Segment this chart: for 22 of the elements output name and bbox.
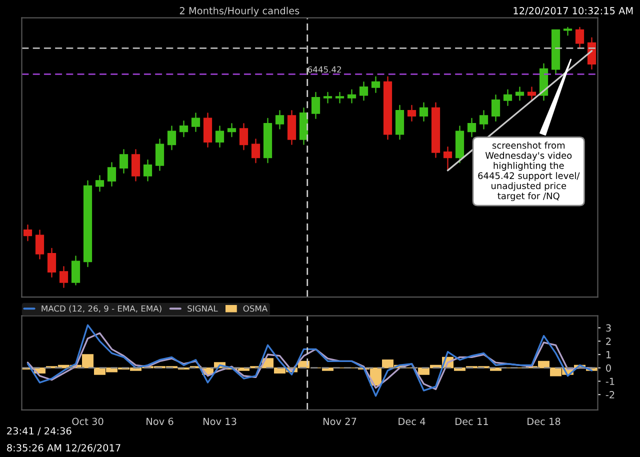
y-tick-label: -2 [606,391,614,398]
text: 8:35:26 AM 12/26/2017 [7,444,120,452]
x-tick-label: Nov 6 [146,418,174,426]
y-tick-label: 1 [606,351,611,358]
legend-label: MACD (12, 26, 9 - EMA, EMA) [42,305,162,313]
x-tick-label: Nov 27 [323,418,356,426]
chart-title: 2 Months/Hourly candles [180,6,300,16]
legend-label: OSMA [243,305,268,312]
y-tick-label: -1 [606,378,614,385]
legend-label: SIGNAL [188,305,218,312]
x-tick-label: Oct 30 [72,418,104,426]
annotation: 6445.42 [308,66,341,73]
x-tick-label: Dec 4 [398,418,426,426]
text: 23:41 / 24:36 [7,427,72,436]
annotation: screenshot from Wednesday's video highlighting the 6445.42 support level/ unadjusted price target for /NQ [478,142,580,202]
y-tick-label: 0 [606,364,611,372]
x-tick-label: Nov 13 [203,418,236,426]
x-tick-label: Dec 11 [456,418,488,426]
y-tick-label: 2 [606,338,611,345]
text: 12/20/2017 10:32:15 AM [514,7,633,16]
x-tick-label: Dec 18 [528,418,560,426]
y-tick-label: 3 [606,324,611,332]
